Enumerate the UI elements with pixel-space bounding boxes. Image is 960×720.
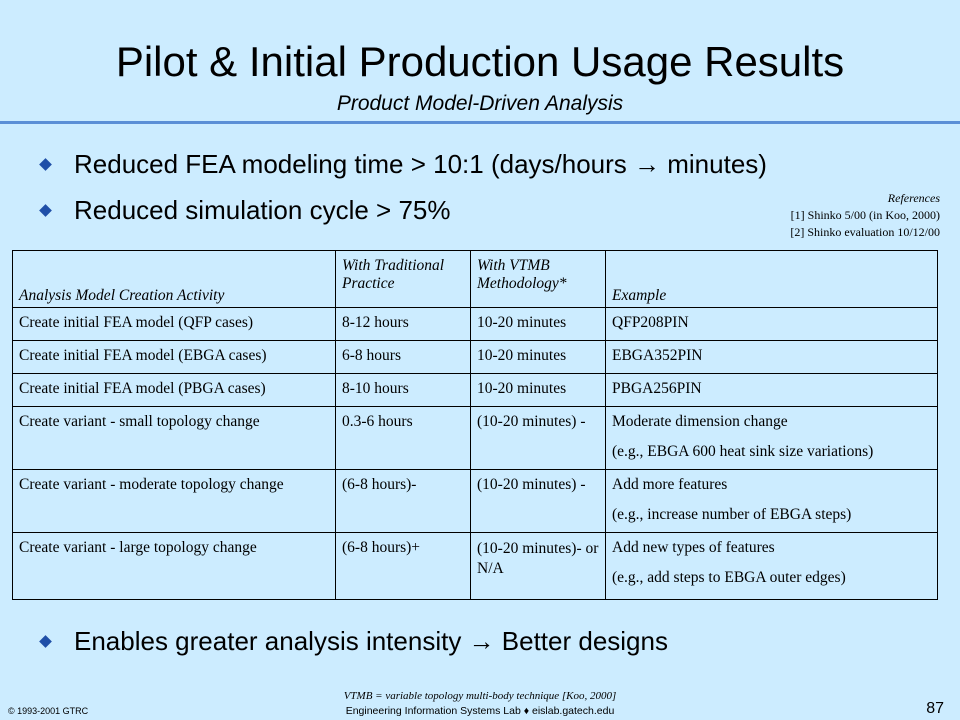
cell-activity: Create variant - large topology change: [12, 532, 336, 600]
copyright: © 1993-2001 GTRC: [8, 706, 89, 716]
example-main: Add new types of features: [612, 539, 775, 556]
slide-title: Pilot & Initial Production Usage Results: [115, 38, 845, 85]
header-example: Example: [605, 250, 938, 308]
header-activity: Analysis Model Creation Activity: [12, 250, 336, 308]
footnote: VTMB = variable topology multi-body tech…: [343, 690, 617, 702]
bullet-text: Reduced simulation cycle > 75%: [74, 195, 451, 225]
table-row: Create variant - large topology change (…: [12, 532, 938, 600]
cell-example: PBGA256PIN: [605, 373, 938, 407]
cell-example: QFP208PIN: [605, 307, 938, 341]
slide-subtitle: Product Model-Driven Analysis: [336, 92, 624, 115]
cell-traditional: (6-8 hours)+: [335, 532, 471, 600]
cell-vtmb: 10-20 minutes: [470, 307, 606, 341]
example-detail: (e.g., increase number of EBGA steps): [612, 506, 852, 523]
table-header-row: Analysis Model Creation Activity With Tr…: [12, 250, 938, 308]
example-detail: (e.g., EBGA 600 heat sink size variation…: [612, 443, 874, 460]
cell-traditional: 6-8 hours: [335, 340, 471, 374]
cell-vtmb: 10-20 minutes: [470, 373, 606, 407]
header-traditional: With Traditional Practice: [335, 250, 471, 308]
table-row: Create initial FEA model (QFP cases) 8-1…: [12, 307, 938, 341]
example-detail: (e.g., add steps to EBGA outer edges): [612, 569, 846, 586]
cell-vtmb: (10-20 minutes) -: [470, 469, 606, 533]
cell-activity: Create initial FEA model (QFP cases): [12, 307, 336, 341]
lab-footer: Engineering Information Systems Lab ♦ ei…: [345, 705, 615, 717]
bullet-item: Reduced FEA modeling time > 10:1 (days/h…: [38, 148, 767, 180]
cell-traditional: (6-8 hours)-: [335, 469, 471, 533]
header-vtmb: With VTMB Methodology*: [470, 250, 606, 308]
bullet-item: Enables greater analysis intensity → Bet…: [38, 625, 668, 657]
diamond-bullet-icon: [39, 634, 52, 648]
diamond-bullet-icon: [39, 203, 52, 217]
bullet-item: Reduced simulation cycle > 75%: [38, 194, 450, 226]
activity-table: Analysis Model Creation Activity With Tr…: [12, 250, 938, 600]
bullet-text: Enables greater analysis intensity → Bet…: [74, 626, 668, 656]
table-row: Create variant - moderate topology chang…: [12, 469, 938, 533]
cell-activity: Create variant - moderate topology chang…: [12, 469, 336, 533]
cell-activity: Create variant - small topology change: [12, 406, 336, 470]
cell-traditional: 8-12 hours: [335, 307, 471, 341]
reference-item: [1] Shinko 5/00 (in Koo, 2000): [790, 208, 940, 222]
page-number: 87: [926, 700, 944, 717]
cell-example: EBGA352PIN: [605, 340, 938, 374]
cell-vtmb: (10-20 minutes) -: [470, 406, 606, 470]
example-main: Moderate dimension change: [612, 413, 788, 430]
diamond-bullet-icon: [39, 157, 52, 171]
cell-activity: Create initial FEA model (PBGA cases): [12, 373, 336, 407]
cell-example: Add new types of features (e.g., add ste…: [605, 532, 938, 600]
table-row: Create initial FEA model (PBGA cases) 8-…: [12, 373, 938, 407]
reference-item: [2] Shinko evaluation 10/12/00: [790, 225, 940, 239]
cell-activity: Create initial FEA model (EBGA cases): [12, 340, 336, 374]
cell-traditional: 8-10 hours: [335, 373, 471, 407]
references-title: References: [887, 191, 940, 205]
table-row: Create variant - small topology change 0…: [12, 406, 938, 470]
example-main: Add more features: [612, 476, 728, 493]
cell-example: Moderate dimension change (e.g., EBGA 60…: [605, 406, 938, 470]
cell-traditional: 0.3-6 hours: [335, 406, 471, 470]
cell-vtmb: (10-20 minutes)- or N/A: [470, 532, 606, 600]
title-divider: [0, 121, 960, 124]
cell-example: Add more features (e.g., increase number…: [605, 469, 938, 533]
table-row: Create initial FEA model (EBGA cases) 6-…: [12, 340, 938, 374]
references-box: References [1] Shinko 5/00 (in Koo, 2000…: [790, 190, 940, 241]
bullet-text: Reduced FEA modeling time > 10:1 (days/h…: [74, 149, 767, 179]
cell-vtmb: 10-20 minutes: [470, 340, 606, 374]
